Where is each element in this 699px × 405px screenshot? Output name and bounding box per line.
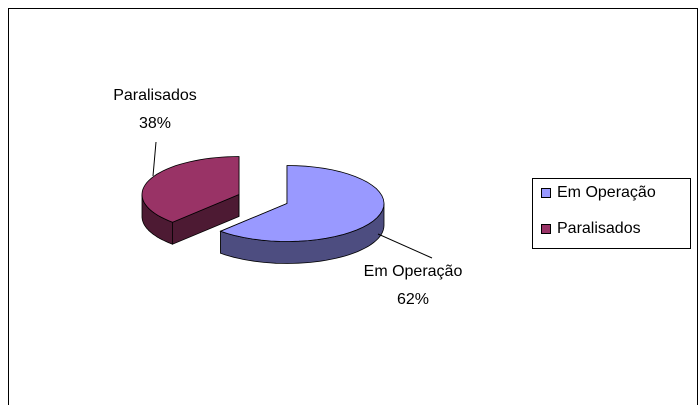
- data-label: Paralisados: [113, 87, 197, 104]
- legend-label: Paralisados: [557, 220, 641, 237]
- data-label: 62%: [397, 291, 429, 308]
- chart-frame: [8, 8, 698, 405]
- legend: [532, 178, 691, 249]
- legend-swatch: [541, 188, 551, 198]
- data-label: 38%: [139, 115, 171, 132]
- slice: [219, 165, 385, 242]
- leader-line: [152, 141, 157, 177]
- legend-swatch: [541, 224, 551, 234]
- data-label: Em Operação: [364, 263, 463, 280]
- slice: [141, 156, 240, 223]
- legend-label: Em Operação: [557, 184, 656, 201]
- leader-line: [377, 233, 433, 259]
